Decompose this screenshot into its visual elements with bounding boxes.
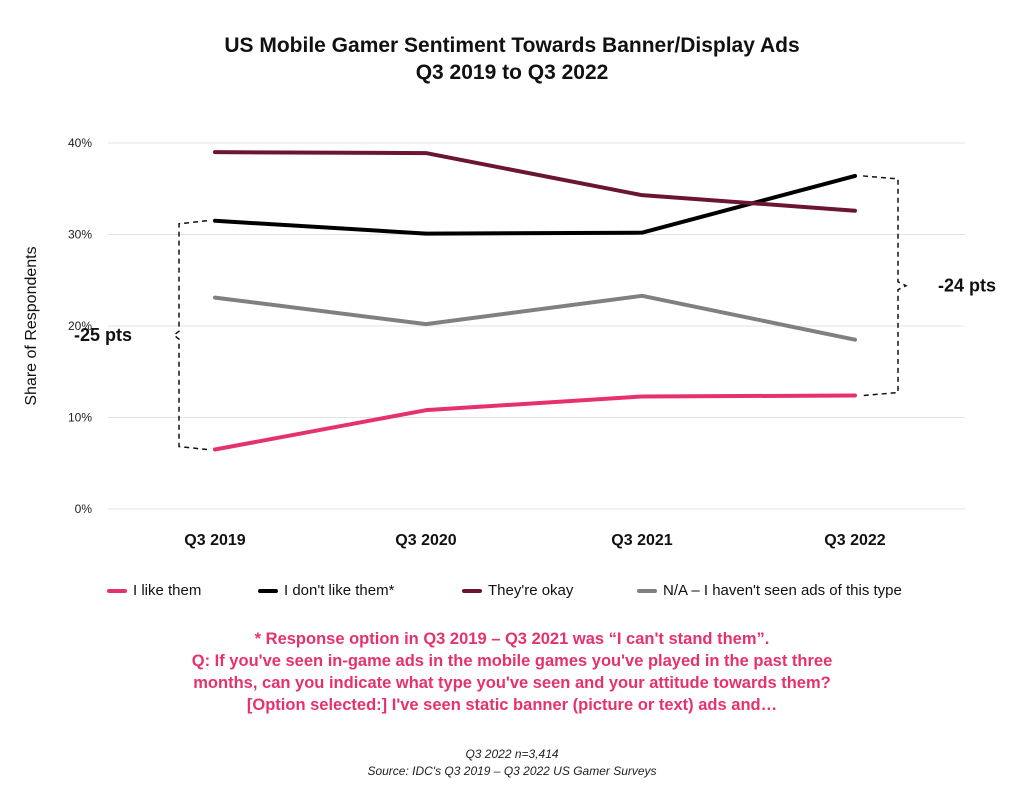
annotation-bracket [172, 220, 208, 451]
source-footer: Q3 2022 n=3,414 Source: IDC's Q3 2019 – … [0, 746, 1024, 780]
y-tick-label: 40% [68, 136, 92, 150]
series-line-3 [213, 293, 857, 342]
y-axis-label: Share of Respondents [23, 246, 40, 405]
legend-item-na: N/A – I haven't seen ads of this type [637, 582, 902, 599]
note-line: Q: If you've seen in-game ads in the mob… [191, 652, 833, 670]
series-line-0 [213, 393, 857, 452]
y-tick-label: 20% [68, 319, 92, 333]
legend-swatch [258, 588, 278, 593]
x-tick-label: Q3 2019 [184, 532, 245, 549]
legend-swatch [107, 588, 127, 593]
legend-item-theyre-okay: They're okay [462, 582, 573, 599]
note-line: * Response option in Q3 2019 – Q3 2021 w… [254, 630, 770, 648]
chart-title-block: US Mobile Gamer Sentiment Towards Banner… [0, 32, 1024, 86]
legend-swatch [637, 588, 657, 593]
annotation-bracket [862, 175, 908, 397]
chart-legend: I like them I don't like them* They're o… [0, 582, 1024, 606]
x-tick-label: Q3 2022 [824, 532, 885, 549]
legend-label: I like them [133, 582, 202, 599]
y-tick-label: 10% [68, 411, 92, 425]
legend-label: I don't like them* [284, 582, 395, 599]
note-line: months, can you indicate what type you'v… [193, 674, 831, 692]
legend-label: N/A – I haven't seen ads of this type [663, 582, 902, 599]
note-line: [Option selected:] I've seen static bann… [246, 696, 778, 714]
annotation-label: -24 pts [938, 276, 996, 296]
question-note: * Response option in Q3 2019 – Q3 2021 w… [0, 628, 1024, 716]
source-text: Source: IDC's Q3 2019 – Q3 2022 US Gamer… [367, 764, 657, 778]
series-line-2 [213, 150, 857, 213]
x-tick-label: Q3 2021 [611, 532, 672, 549]
x-tick-label: Q3 2020 [395, 532, 456, 549]
chart-subtitle: Q3 2019 to Q3 2022 [415, 61, 609, 84]
legend-swatch [462, 588, 482, 593]
chart-title: US Mobile Gamer Sentiment Towards Banner… [224, 34, 800, 57]
y-tick-label: 0% [75, 502, 93, 516]
sample-size: Q3 2022 n=3,414 [465, 747, 559, 761]
line-chart: 0% 10% 20% 30% 40% Share of Respondents Q3 201… [23, 136, 996, 549]
legend-item-i-like-them: I like them [107, 582, 201, 599]
annotation-label: -25 pts [74, 325, 132, 345]
y-tick-label: 30% [68, 228, 92, 242]
legend-label: They're okay [488, 582, 574, 599]
legend-item-dont-like-them: I don't like them* [258, 582, 394, 599]
